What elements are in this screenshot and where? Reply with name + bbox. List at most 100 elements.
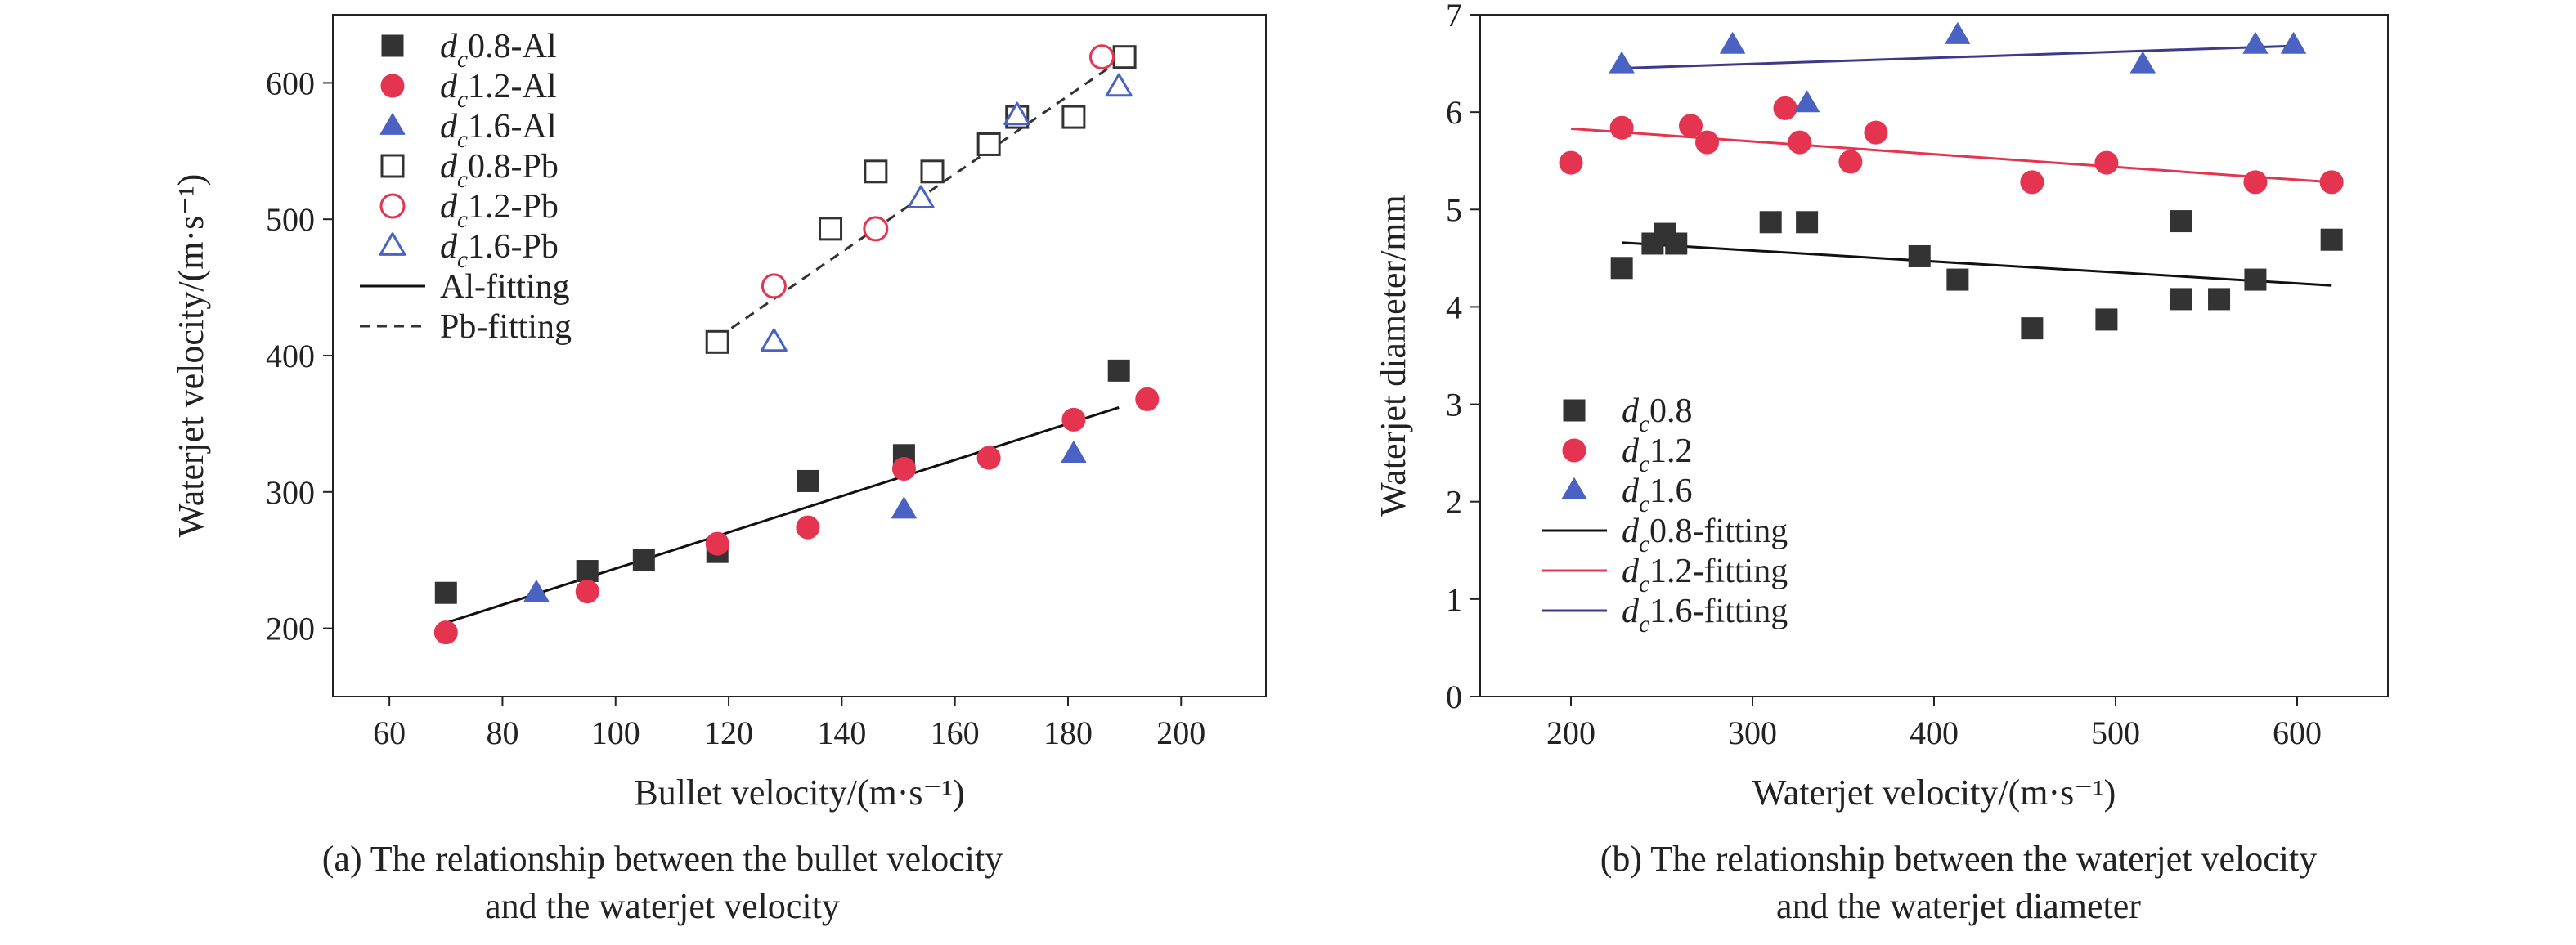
b-y-tick-label: 4 xyxy=(1446,289,1462,325)
a-legend-label-1: dc1.2-Al xyxy=(440,68,557,113)
a-point-series-2 xyxy=(1061,441,1087,463)
panel-a-caption: (a) The relationship between the bullet … xyxy=(131,835,1194,930)
b-point-series-1 xyxy=(1773,96,1797,120)
b-point-series-0 xyxy=(2320,228,2343,251)
b-fit-line-2 xyxy=(1622,44,2294,70)
b-point-series-0 xyxy=(1946,268,1969,291)
panel-b-caption: (b) The relationship between the waterje… xyxy=(1427,835,2490,930)
b-point-series-2 xyxy=(2242,32,2269,54)
b-point-series-0 xyxy=(2021,317,2044,340)
b-point-series-0 xyxy=(2244,268,2267,291)
a-point-series-3 xyxy=(920,159,945,184)
a-point-series-0 xyxy=(632,549,655,571)
a-point-series-1 xyxy=(891,456,916,481)
b-legend-marker-1 xyxy=(1562,438,1586,463)
a-point-series-0 xyxy=(434,581,457,604)
a-point-series-5 xyxy=(1105,73,1133,97)
a-point-series-1 xyxy=(705,531,729,556)
b-legend-label-1: dc1.2 xyxy=(1622,432,1693,477)
b-point-series-0 xyxy=(2170,210,2192,233)
b-x-tick-label: 600 xyxy=(2273,714,2322,751)
b-legend-marker-0 xyxy=(1563,399,1586,422)
a-legend-label-3: dc0.8-Pb xyxy=(440,148,559,193)
b-point-series-2 xyxy=(2281,32,2307,54)
a-x-axis-label: Bullet velocity/(m·s⁻¹) xyxy=(634,773,964,813)
b-point-series-1 xyxy=(1864,120,1888,145)
b-point-series-1 xyxy=(2094,150,2119,175)
panel-a-caption-line-2: and the waterjet velocity xyxy=(485,886,840,926)
a-point-series-3 xyxy=(705,329,729,354)
a-point-series-4 xyxy=(863,216,889,242)
b-point-series-2 xyxy=(1609,51,1635,74)
a-point-series-3 xyxy=(1061,105,1086,129)
a-legend-fit-label-1: Pb-fitting xyxy=(440,308,572,346)
a-point-series-3 xyxy=(976,132,1001,156)
a-point-series-1 xyxy=(976,446,1001,470)
b-legend: dc0.8dc1.2dc1.6dc0.8-fittingdc1.2-fittin… xyxy=(1542,392,1788,638)
a-x-tick-label: 80 xyxy=(486,714,518,751)
b-point-series-1 xyxy=(1788,130,1812,155)
a-y-tick-label: 500 xyxy=(266,201,315,238)
b-y-tick-label: 2 xyxy=(1446,484,1462,521)
a-x-tick-label: 200 xyxy=(1156,714,1205,751)
a-point-series-1 xyxy=(1135,387,1160,411)
a-y-tick-label: 300 xyxy=(266,474,315,511)
b-point-series-0 xyxy=(2208,288,2231,311)
a-legend-marker-5 xyxy=(379,232,406,256)
a-x-tick-label: 180 xyxy=(1043,714,1093,751)
b-legend-label-0: dc0.8 xyxy=(1622,392,1693,437)
a-point-series-3 xyxy=(1112,45,1137,69)
a-point-series-1 xyxy=(796,515,820,540)
a-legend-fit-label-0: Al-fitting xyxy=(440,268,570,306)
b-point-series-2 xyxy=(2129,51,2156,74)
panel-b-caption-line-2: and the waterjet diameter xyxy=(1776,886,2141,926)
a-legend-marker-0 xyxy=(381,34,404,57)
b-y-tick-label: 7 xyxy=(1446,0,1462,34)
a-point-series-4 xyxy=(761,273,787,299)
a-point-series-0 xyxy=(576,560,599,583)
a-legend-label-0: dc0.8-Al xyxy=(440,28,557,73)
a-point-series-2 xyxy=(891,496,917,519)
b-y-tick-label: 0 xyxy=(1446,679,1462,715)
b-point-series-2 xyxy=(1720,32,1746,54)
b-legend-fit-label-1: dc1.2-fitting xyxy=(1622,553,1788,598)
b-point-series-0 xyxy=(1759,211,1782,234)
b-point-series-1 xyxy=(2020,170,2044,195)
a-y-tick-label: 600 xyxy=(266,65,315,101)
b-point-series-2 xyxy=(1945,22,1971,44)
panel-a-caption-line-1: (a) The relationship between the bullet … xyxy=(321,839,1003,879)
a-point-series-1 xyxy=(575,580,599,604)
b-x-tick-label: 400 xyxy=(1910,714,1959,751)
b-legend-fit-label-0: dc0.8-fitting xyxy=(1622,513,1788,558)
a-y-axis-label: Waterjet velocity/(m·s⁻¹) xyxy=(171,174,211,538)
a-legend-label-5: dc1.6-Pb xyxy=(440,228,559,273)
panel-b-scatter-chart: 200 300 400 500 600 0 1 2 3 4 5 6 7 Waterjet velocity… xyxy=(1373,0,2389,813)
b-point-series-1 xyxy=(1609,115,1634,140)
b-y-axis-label: Waterjet diameter/mm xyxy=(1373,195,1413,517)
a-point-series-2 xyxy=(523,580,550,602)
a-legend: dc0.8-Aldc1.2-Aldc1.6-Aldc0.8-Pbdc1.2-Pb… xyxy=(360,28,572,346)
b-point-series-0 xyxy=(1908,244,1931,267)
a-legend-marker-3 xyxy=(380,154,405,178)
a-x-tick-label: 60 xyxy=(373,714,406,751)
b-point-series-0 xyxy=(1665,232,1688,255)
b-x-tick-label: 300 xyxy=(1728,714,1777,751)
a-x-tick-label: 140 xyxy=(817,714,866,751)
b-point-series-0 xyxy=(2095,308,2118,331)
a-point-series-0 xyxy=(797,469,819,492)
a-point-series-1 xyxy=(433,620,458,645)
b-legend-marker-2 xyxy=(1561,477,1587,499)
a-x-tick-label: 160 xyxy=(931,714,980,751)
a-point-series-5 xyxy=(760,328,788,352)
b-point-series-0 xyxy=(1796,211,1819,234)
a-y-tick-label: 200 xyxy=(266,611,315,647)
panel-b-caption-line-1: (b) The relationship between the waterje… xyxy=(1600,839,2318,879)
b-point-series-1 xyxy=(1679,114,1703,138)
b-plot-frame xyxy=(1479,14,2389,697)
b-x-tick-label: 200 xyxy=(1546,714,1595,751)
a-point-series-4 xyxy=(1088,44,1115,70)
a-x-tick-label: 120 xyxy=(704,714,753,751)
b-point-series-1 xyxy=(1559,150,1583,175)
b-x-axis-label: Waterjet velocity/(m·s⁻¹) xyxy=(1752,773,2116,813)
b-point-series-1 xyxy=(2319,170,2344,195)
